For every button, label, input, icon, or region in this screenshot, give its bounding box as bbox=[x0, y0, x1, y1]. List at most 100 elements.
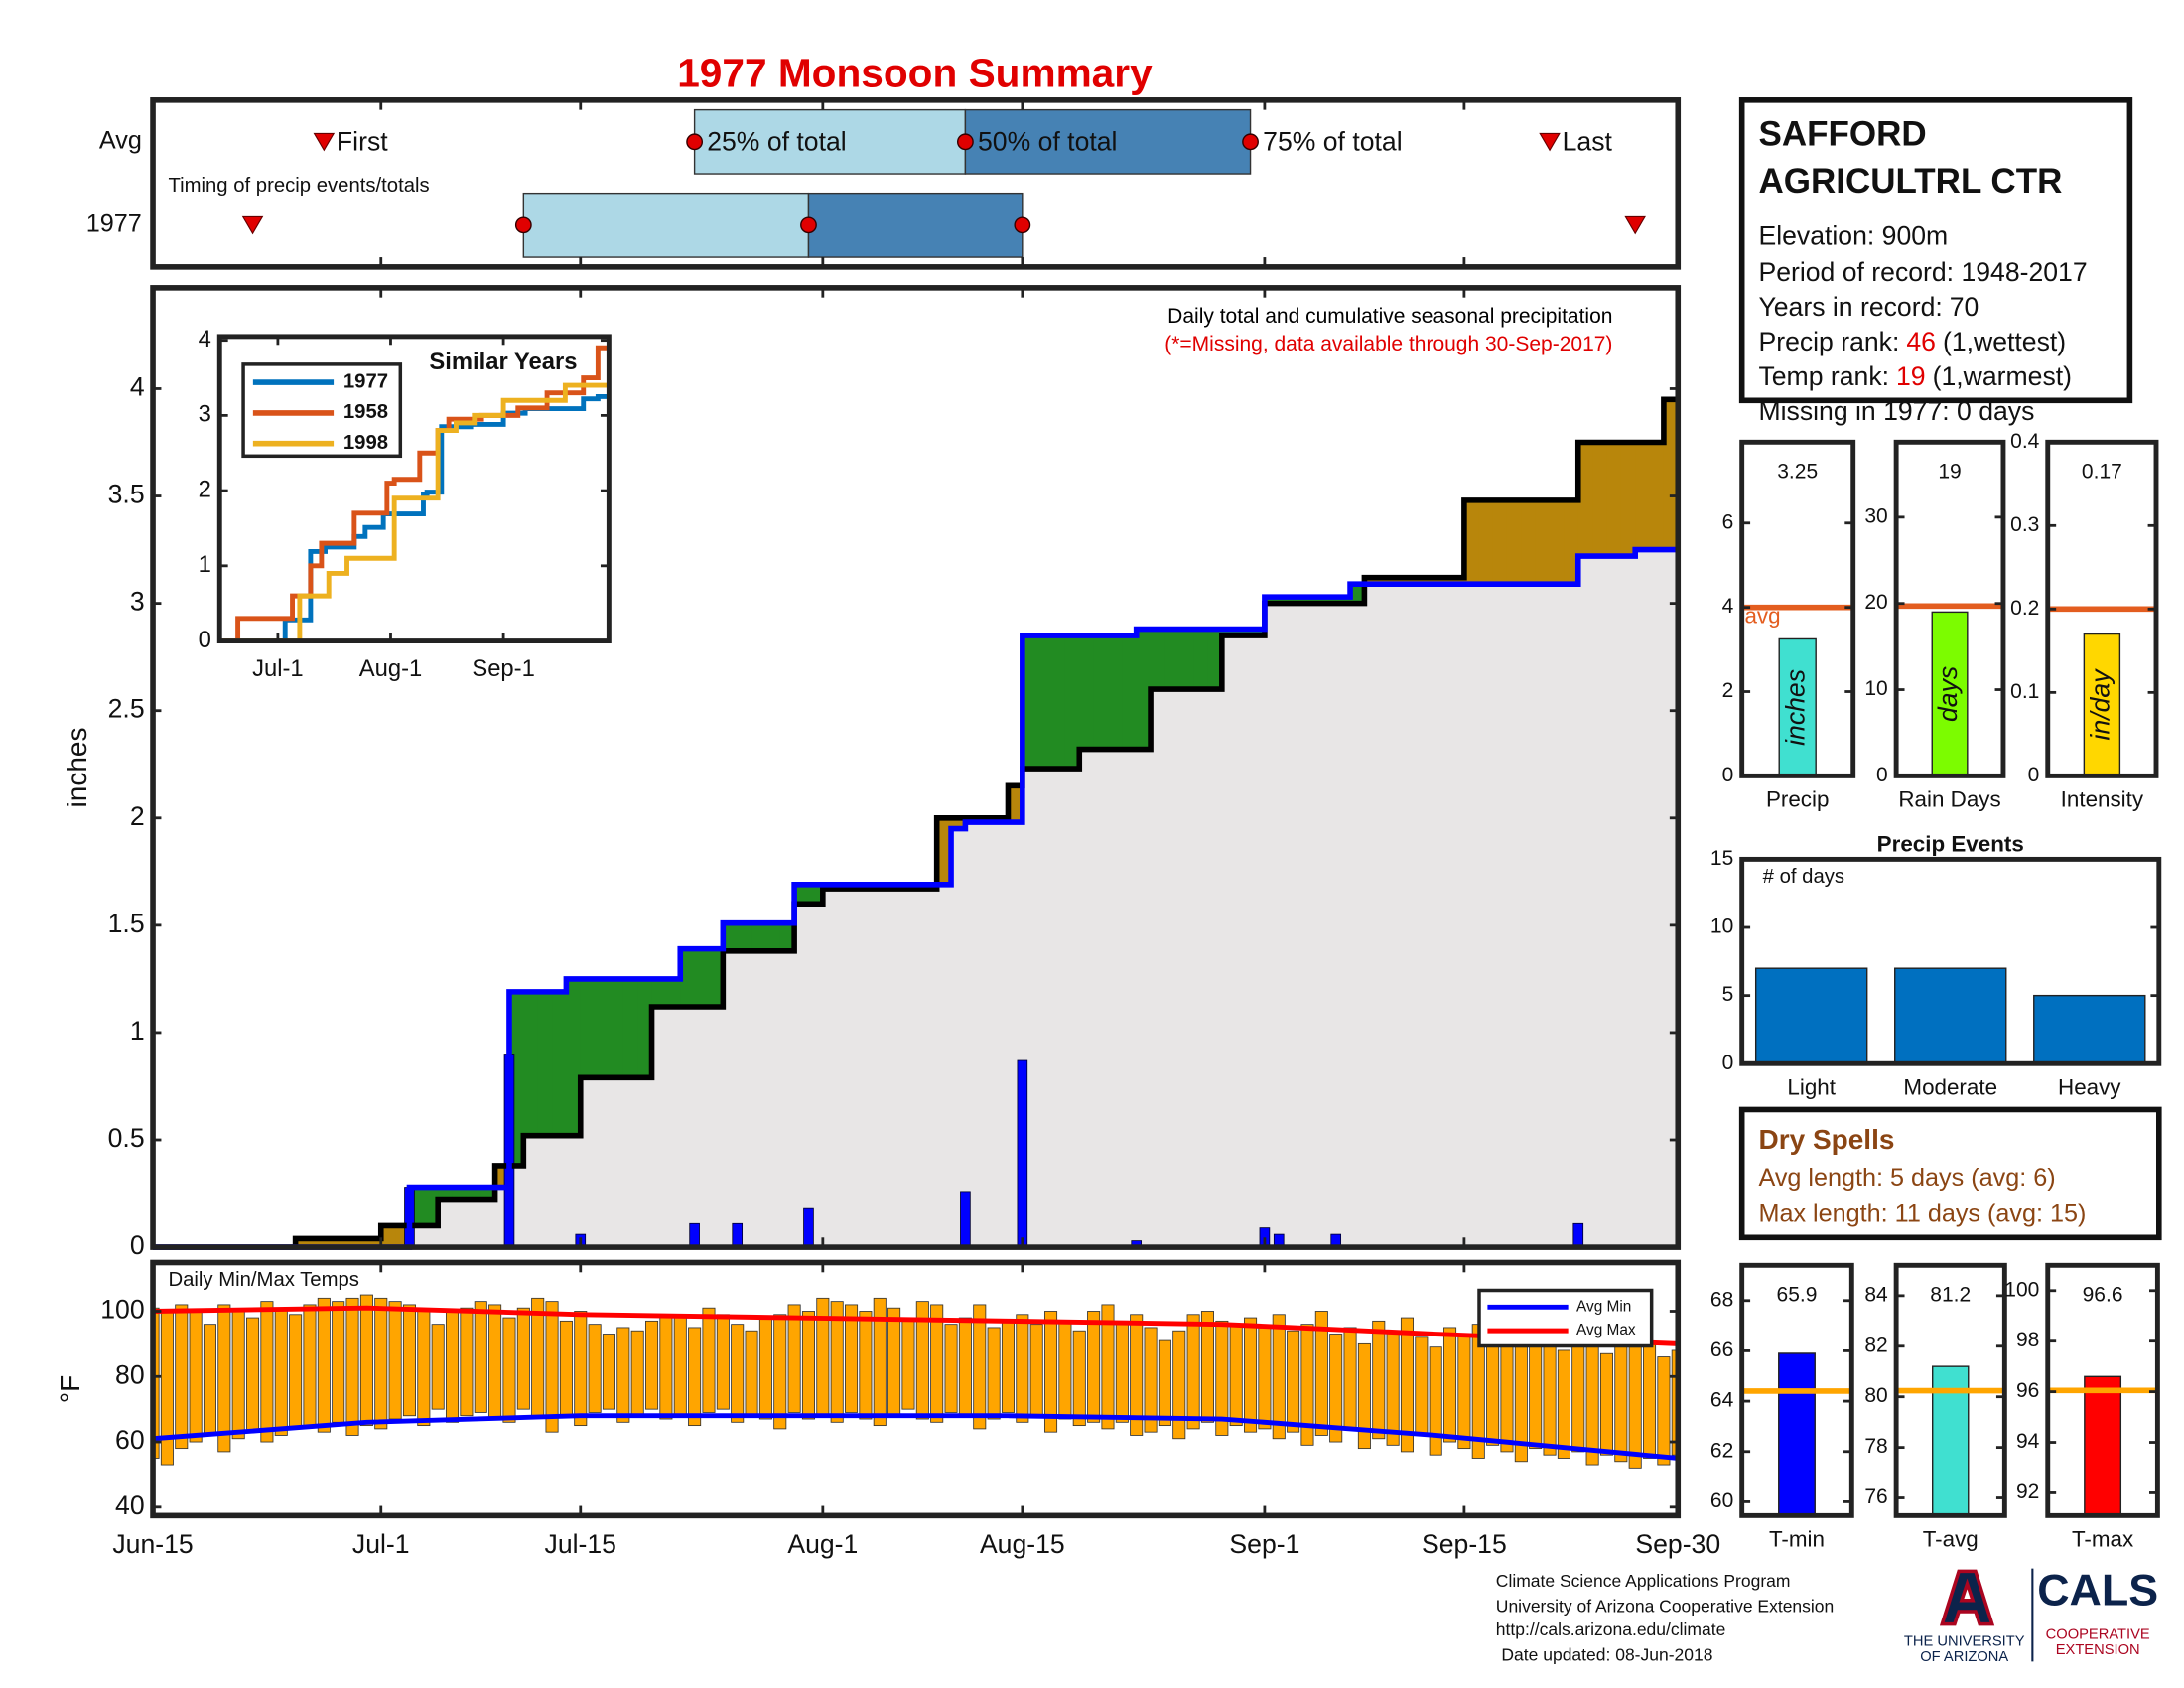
bar bbox=[1778, 637, 1817, 777]
base-fill bbox=[580, 1077, 596, 1248]
deficit-fill bbox=[1550, 499, 1565, 585]
deficit-fill bbox=[1592, 442, 1608, 557]
base-fill bbox=[765, 950, 781, 1248]
base-fill bbox=[1151, 689, 1165, 1248]
temp-bar bbox=[317, 1297, 331, 1433]
y-tick-label: 0 bbox=[2028, 764, 2040, 786]
temp-bar bbox=[217, 1304, 231, 1453]
base-fill bbox=[480, 1199, 496, 1248]
temp-bar bbox=[417, 1311, 431, 1427]
surplus-fill bbox=[1164, 629, 1180, 690]
temp-bar bbox=[1072, 1330, 1086, 1427]
temp-bar bbox=[973, 1304, 987, 1430]
temp-bar bbox=[574, 1311, 588, 1427]
temp-bar bbox=[1415, 1336, 1429, 1436]
base-fill bbox=[794, 904, 810, 1248]
x-tick-label: Jul-1 bbox=[352, 1529, 410, 1559]
surplus-fill bbox=[1264, 597, 1280, 604]
temp-bar bbox=[1229, 1324, 1243, 1427]
category-label: Light bbox=[1787, 1074, 1836, 1099]
logo-text: OF ARIZONA bbox=[1920, 1649, 2008, 1665]
y-tick-label: 2 bbox=[130, 801, 145, 831]
bar bbox=[1754, 967, 1868, 1064]
chart-bar: Light Moderate Heavy 0 5 10 15 Precip Events # o… bbox=[1710, 831, 2162, 1099]
base-fill bbox=[851, 889, 867, 1248]
base-fill bbox=[1421, 584, 1436, 1248]
surplus-fill bbox=[595, 978, 611, 1078]
surplus-fill bbox=[1306, 597, 1322, 604]
base-fill bbox=[1350, 603, 1365, 1248]
y-tick-label: 100 bbox=[2004, 1278, 2039, 1301]
y-tick-label: 1.5 bbox=[108, 909, 145, 938]
rank-label: Temp rank: bbox=[1758, 361, 1889, 391]
chart-bar: Rain Days 19 days 0 10 20 30 bbox=[1864, 439, 2006, 812]
timing-label: 75% of total bbox=[1263, 126, 1402, 156]
timing-label: 50% of total bbox=[978, 126, 1117, 156]
base-fill bbox=[979, 822, 995, 1248]
annotation: Daily Min/Max Temps bbox=[168, 1269, 359, 1291]
surplus-fill bbox=[609, 978, 624, 1078]
temp-bar bbox=[1529, 1330, 1543, 1450]
surplus-fill bbox=[808, 884, 824, 905]
observed-line bbox=[153, 546, 1679, 1250]
surplus-fill bbox=[423, 1187, 439, 1226]
surplus-fill bbox=[1250, 629, 1266, 636]
surplus-fill bbox=[1136, 629, 1152, 750]
surplus-fill bbox=[1151, 629, 1165, 690]
event-marker bbox=[313, 132, 336, 152]
deficit-fill bbox=[936, 817, 952, 885]
y-tick-label: 98 bbox=[2016, 1329, 2039, 1351]
surplus-fill bbox=[1093, 635, 1109, 750]
base-fill bbox=[1236, 635, 1252, 1248]
deficit-fill bbox=[1492, 499, 1508, 585]
base-fill bbox=[694, 1006, 710, 1248]
y-tick-label: 20 bbox=[1864, 591, 1887, 614]
base-fill bbox=[1335, 603, 1351, 1248]
category-label: Moderate bbox=[1903, 1074, 1997, 1099]
temp-bar bbox=[1314, 1311, 1328, 1436]
series-line bbox=[219, 345, 610, 641]
y-tick-label: 30 bbox=[1864, 504, 1887, 527]
temp-bar bbox=[1058, 1320, 1072, 1420]
category-label: Rain Days bbox=[1898, 787, 2000, 812]
category-label: T-min bbox=[1769, 1526, 1825, 1551]
x-tick-label: Sep-30 bbox=[1635, 1529, 1720, 1559]
temp-bar bbox=[1557, 1349, 1570, 1459]
years-label: Years in record: bbox=[1758, 292, 1942, 322]
x-tick-label: Jul-15 bbox=[545, 1529, 616, 1559]
value-label: 65.9 bbox=[1777, 1284, 1818, 1307]
temp-bar bbox=[388, 1301, 402, 1420]
x-tick-label: Aug-1 bbox=[787, 1529, 858, 1559]
surplus-fill bbox=[1335, 597, 1351, 604]
temp-rank: Temp rank: 19 (1,warmest) bbox=[1758, 361, 2072, 391]
total-marker bbox=[956, 133, 974, 151]
temp-bar bbox=[688, 1327, 702, 1427]
temp-bar bbox=[958, 1317, 972, 1417]
x-tick-label: Aug-1 bbox=[359, 655, 423, 682]
legend-label: Avg Max bbox=[1576, 1322, 1636, 1338]
y-tick-label: 80 bbox=[115, 1359, 145, 1389]
base-fill bbox=[651, 1006, 667, 1248]
base-fill bbox=[1378, 584, 1394, 1248]
plot-frame bbox=[150, 1259, 1682, 1519]
deficit-fill bbox=[1506, 499, 1522, 585]
base-fill bbox=[1620, 556, 1636, 1248]
base-fill bbox=[680, 1006, 696, 1248]
surplus-fill bbox=[751, 922, 766, 951]
bar bbox=[2084, 1375, 2122, 1517]
deficit-fill bbox=[1577, 442, 1593, 557]
temp-bar bbox=[374, 1297, 388, 1430]
base-fill bbox=[1250, 635, 1266, 1248]
y-tick-label: 3 bbox=[130, 587, 145, 617]
surplus-fill bbox=[552, 991, 567, 1136]
category-label: Intensity bbox=[2061, 787, 2144, 812]
temp-bar bbox=[260, 1301, 274, 1443]
temp-bar bbox=[1543, 1342, 1557, 1456]
y-tick-label: 0.5 bbox=[108, 1123, 145, 1153]
y-tick-label: 1 bbox=[130, 1016, 145, 1046]
row-label: Avg bbox=[99, 126, 142, 154]
plot-frame bbox=[1739, 439, 1856, 778]
base-fill bbox=[1564, 584, 1579, 1248]
surplus-fill bbox=[1079, 635, 1095, 750]
surplus-fill bbox=[1022, 635, 1037, 770]
